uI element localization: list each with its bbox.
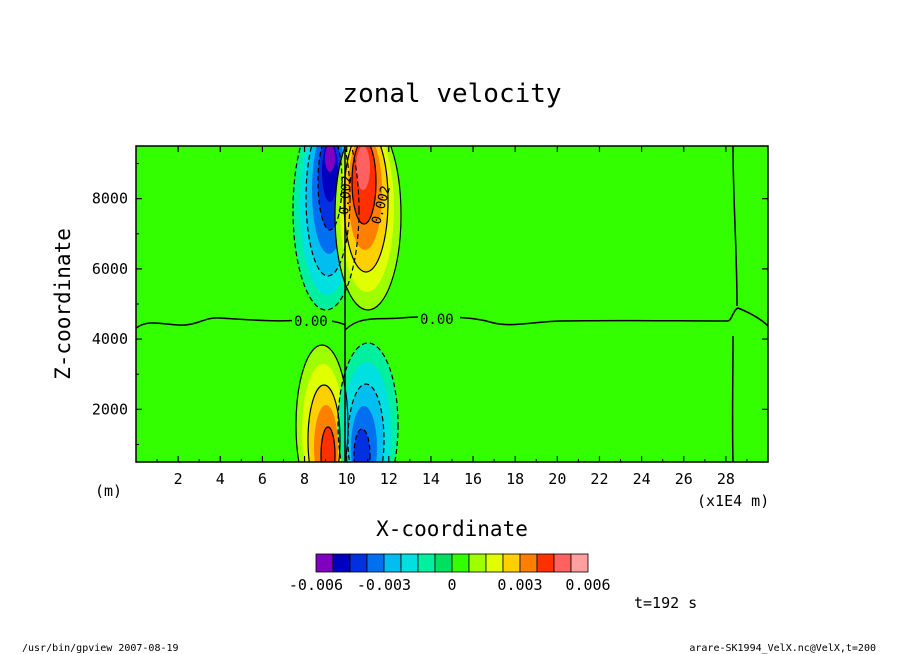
x-tick-label: 2 [174, 470, 183, 488]
colorbar-swatch [349, 553, 368, 573]
colorbar-swatch [502, 553, 521, 573]
x-tick-label: 22 [590, 470, 608, 488]
x-tick-label: 6 [258, 470, 267, 488]
y-axis: 2000 4000 6000 8000 [92, 163, 768, 445]
x-tick-label: 14 [422, 470, 440, 488]
x-tick-label: 28 [717, 470, 735, 488]
x-axis: 2 4 6 8 10 12 14 16 18 20 22 24 26 28 [156, 146, 748, 488]
y-tick-label: 8000 [92, 190, 128, 208]
contour-label-zero-left: 0.00 [294, 314, 328, 330]
background-field [136, 146, 768, 462]
positive-contours [295, 146, 402, 462]
colorbar-swatch [383, 553, 402, 573]
colorbar-swatch [417, 553, 436, 573]
footer-right: arare-SK1994_VelX.nc@VelX,t=200 [689, 643, 876, 654]
colorbar-tick-label: 0.003 [497, 576, 542, 594]
y-tick-label: 4000 [92, 330, 128, 348]
x-tick-label: 20 [548, 470, 566, 488]
time-label: t=192 s [634, 594, 697, 612]
x-tick-label: 12 [380, 470, 398, 488]
colorbar-swatch [536, 553, 555, 573]
y-axis-label: Z-coordinate [51, 228, 75, 380]
x-tick-label: 8 [300, 470, 309, 488]
y-tick-label: 6000 [92, 260, 128, 278]
colorbar-swatch [570, 553, 589, 573]
x-tick-label: 18 [506, 470, 524, 488]
x-tick-label: 24 [633, 470, 651, 488]
x-unit-label: (m) [95, 482, 122, 500]
colorbar-swatch [315, 553, 334, 573]
colorbar-swatch [366, 553, 385, 573]
x-tick-label: 26 [675, 470, 693, 488]
contour-label-zero-right: 0.00 [420, 312, 454, 328]
lower-negative-lobe [338, 343, 398, 462]
x-tick-label: 4 [216, 470, 225, 488]
y-tick-label: 2000 [92, 400, 128, 418]
colorbar-swatch [485, 553, 504, 573]
colorbar-swatch [400, 553, 419, 573]
plot-area: 0.00 0.00 0.002 0.002 [136, 146, 768, 462]
x-tick-label: 16 [464, 470, 482, 488]
colorbar-tick-label: -0.003 [357, 576, 411, 594]
colorbar-swatch [451, 553, 470, 573]
chart-title: zonal velocity [342, 79, 561, 109]
colorbar-tick-label: -0.006 [289, 576, 343, 594]
colorbar: -0.006 -0.003 0 0.003 0.006 [289, 553, 611, 594]
colorbar-swatch [519, 553, 538, 573]
x-tick-label: 10 [338, 470, 356, 488]
colorbar-swatch [332, 553, 351, 573]
colorbar-swatch [434, 553, 453, 573]
x-scale-label: (x1E4 m) [697, 492, 769, 510]
colorbar-tick-label: 0.006 [565, 576, 610, 594]
colorbar-swatch [468, 553, 487, 573]
contour-label-002-left: 0.002 [337, 175, 355, 215]
footer-left: /usr/bin/gpview 2007-08-19 [22, 643, 179, 654]
colorbar-swatch [553, 553, 572, 573]
colorbar-tick-label: 0 [447, 576, 456, 594]
x-axis-label: X-coordinate [376, 517, 528, 541]
